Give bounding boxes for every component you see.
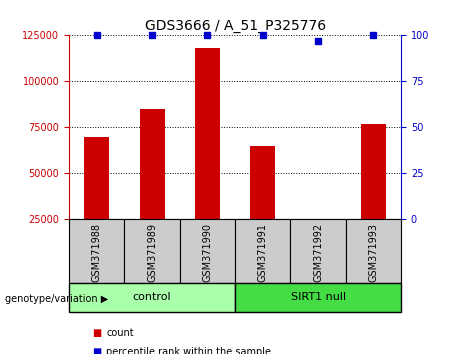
Text: percentile rank within the sample: percentile rank within the sample <box>106 347 271 354</box>
Text: ■: ■ <box>92 328 101 338</box>
Bar <box>69 219 124 283</box>
Text: GSM371988: GSM371988 <box>92 223 102 282</box>
Bar <box>361 124 386 219</box>
Text: control: control <box>133 292 171 302</box>
Bar <box>195 48 220 219</box>
Text: count: count <box>106 328 134 338</box>
Bar <box>84 137 109 219</box>
Text: GSM371990: GSM371990 <box>202 223 213 282</box>
Bar <box>69 283 235 312</box>
Bar <box>290 219 346 283</box>
Text: GSM371992: GSM371992 <box>313 223 323 282</box>
Bar <box>235 283 401 312</box>
Text: SIRT1 null: SIRT1 null <box>290 292 346 302</box>
Text: GSM371993: GSM371993 <box>368 223 378 282</box>
Bar <box>124 219 180 283</box>
Bar <box>180 219 235 283</box>
Bar <box>306 219 331 225</box>
Bar <box>346 219 401 283</box>
Text: GSM371991: GSM371991 <box>258 223 268 282</box>
Text: ■: ■ <box>92 347 101 354</box>
Bar <box>140 109 165 219</box>
Bar <box>235 219 290 283</box>
Text: GSM371989: GSM371989 <box>147 223 157 282</box>
Text: genotype/variation ▶: genotype/variation ▶ <box>5 294 108 304</box>
Bar <box>250 146 275 219</box>
Title: GDS3666 / A_51_P325776: GDS3666 / A_51_P325776 <box>145 19 325 33</box>
